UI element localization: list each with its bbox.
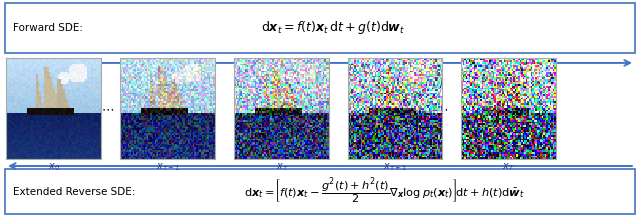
Text: $x_T$: $x_T$ [502, 162, 515, 173]
Text: $x_{\tau+1}$: $x_{\tau+1}$ [383, 162, 407, 173]
Text: $\mathrm{d}\boldsymbol{x}_t = \!\left[f(t)\boldsymbol{x}_t - \dfrac{g^2(t)+h^2(t: $\mathrm{d}\boldsymbol{x}_t = \!\left[f(… [244, 177, 524, 207]
Text: $x_\tau$: $x_\tau$ [276, 162, 287, 173]
Text: $x_{\tau-1}$: $x_{\tau-1}$ [156, 162, 180, 173]
FancyBboxPatch shape [5, 3, 635, 53]
Text: $\cdots$: $\cdots$ [435, 102, 448, 115]
FancyBboxPatch shape [5, 169, 635, 214]
Text: $\cdots$: $\cdots$ [101, 102, 114, 115]
Text: $x_0$: $x_0$ [48, 162, 60, 173]
Text: Extended Reverse SDE:: Extended Reverse SDE: [13, 187, 136, 197]
Text: Forward SDE:: Forward SDE: [13, 23, 83, 33]
Text: $\mathrm{d}\boldsymbol{x}_t = f(t)\boldsymbol{x}_t\,\mathrm{d}t + g(t)\mathrm{d}: $\mathrm{d}\boldsymbol{x}_t = f(t)\bolds… [260, 20, 405, 36]
